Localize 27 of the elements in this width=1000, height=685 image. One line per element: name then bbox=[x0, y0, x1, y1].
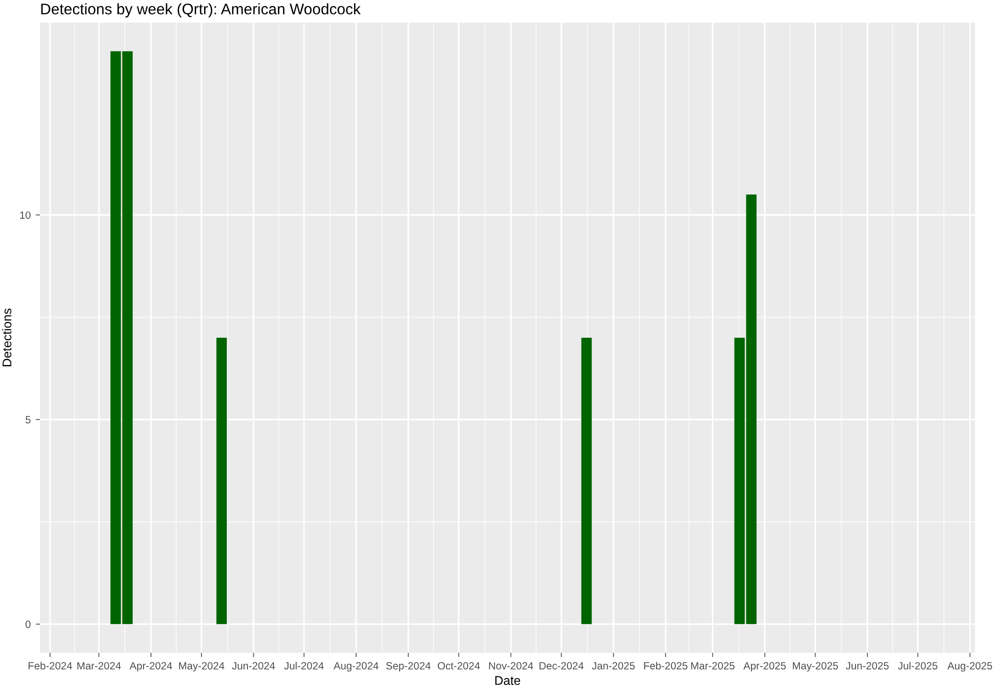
x-tick-label: Nov-2024 bbox=[489, 662, 534, 670]
y-tick-label: 10 bbox=[20, 211, 31, 219]
bar bbox=[581, 338, 592, 624]
x-axis-title: Date bbox=[495, 676, 520, 685]
x-tick-label: May-2025 bbox=[792, 662, 838, 672]
x-tick-label: Jun-2024 bbox=[232, 662, 275, 670]
x-tick-label: Mar-2025 bbox=[691, 662, 735, 670]
y-axis-title: Detections bbox=[2, 308, 12, 366]
x-tick-label: Aug-2024 bbox=[334, 662, 378, 672]
x-tick-label: Apr-2024 bbox=[130, 662, 172, 672]
x-tick-label: Feb-2024 bbox=[28, 662, 72, 670]
x-tick-label: May-2024 bbox=[179, 662, 224, 672]
x-tick-label: Jul-2025 bbox=[898, 662, 938, 670]
x-tick-label: Mar-2024 bbox=[77, 662, 121, 670]
chart-title: Detections by week (Qrtr): American Woodcock bbox=[41, 3, 361, 18]
x-tick-label: Aug-2025 bbox=[947, 662, 992, 672]
x-tick-label: Jun-2025 bbox=[846, 662, 889, 670]
y-tick-label: 5 bbox=[26, 416, 31, 424]
y-tick-label: 0 bbox=[26, 620, 31, 628]
x-tick-label: Oct-2024 bbox=[438, 662, 480, 670]
x-tick-label: Jan-2025 bbox=[592, 662, 635, 670]
x-tick-label: Jul-2024 bbox=[284, 662, 324, 670]
x-tick-label: Dec-2024 bbox=[540, 662, 584, 670]
x-tick-label: Sep-2024 bbox=[386, 662, 431, 672]
x-tick-label: Apr-2025 bbox=[743, 662, 786, 672]
x-tick-label: Feb-2025 bbox=[644, 662, 688, 670]
bar bbox=[216, 338, 227, 624]
